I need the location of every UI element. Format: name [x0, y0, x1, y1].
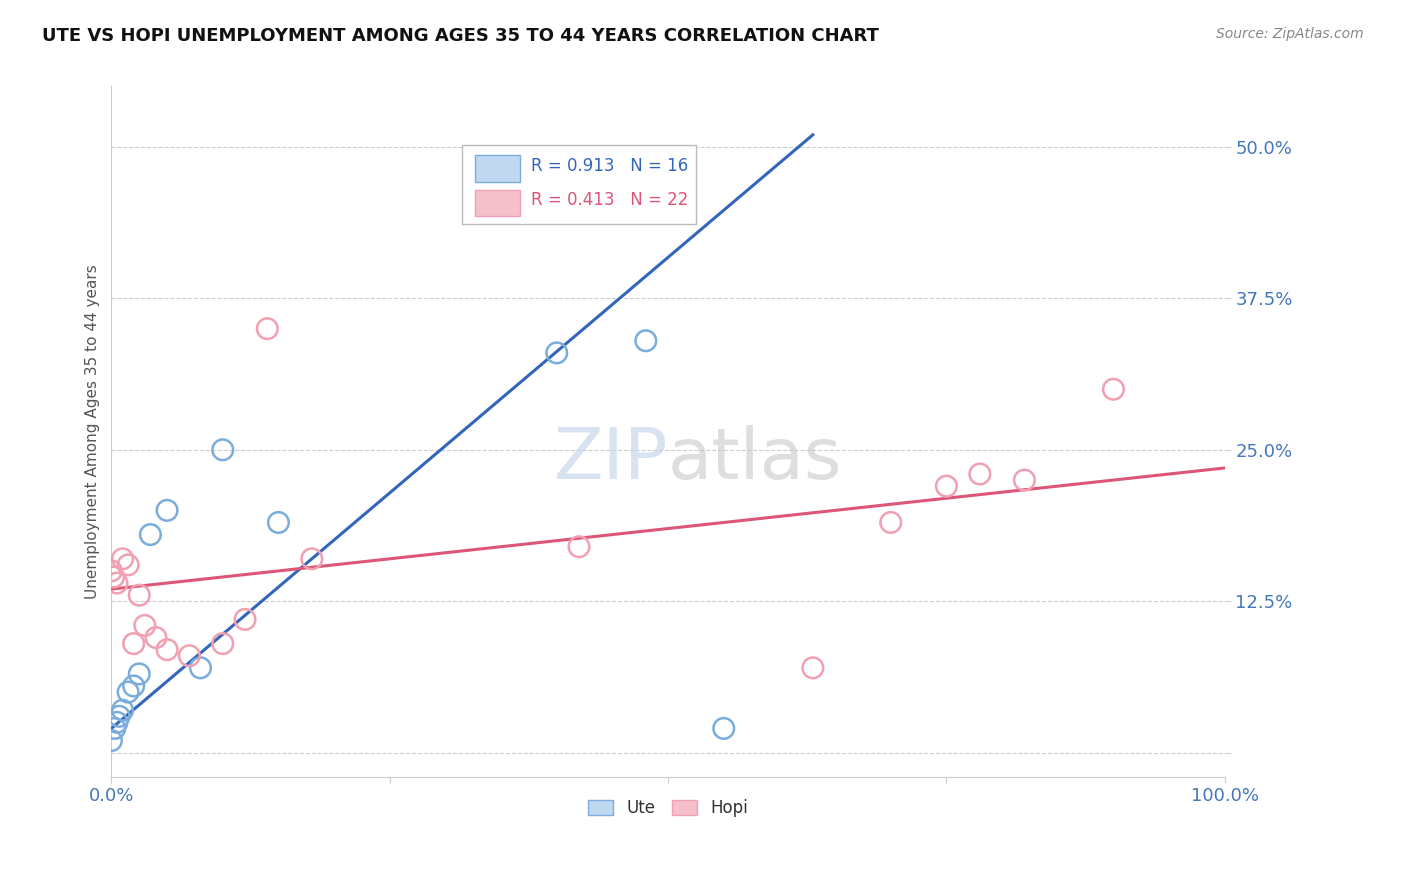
Point: [117, 685, 139, 699]
Point: [108, 709, 131, 723]
Point: [117, 558, 139, 572]
Point: [105, 715, 128, 730]
Point: [179, 648, 201, 663]
Point: [139, 527, 162, 541]
Point: [122, 637, 145, 651]
Point: [128, 666, 150, 681]
Point: [211, 637, 233, 651]
Legend: Ute, Hopi: Ute, Hopi: [582, 792, 755, 824]
Point: [111, 703, 134, 717]
Point: [233, 612, 256, 626]
Point: [111, 551, 134, 566]
Point: [211, 442, 233, 457]
Point: [801, 661, 824, 675]
Bar: [475, 190, 520, 216]
Point: [301, 551, 323, 566]
Text: atlas: atlas: [668, 425, 842, 494]
Point: [103, 570, 125, 584]
Point: [122, 679, 145, 693]
Point: [969, 467, 991, 481]
Point: [568, 540, 591, 554]
Text: R = 0.413   N = 22: R = 0.413 N = 22: [531, 191, 689, 210]
Text: UTE VS HOPI UNEMPLOYMENT AMONG AGES 35 TO 44 YEARS CORRELATION CHART: UTE VS HOPI UNEMPLOYMENT AMONG AGES 35 T…: [42, 27, 879, 45]
Point: [935, 479, 957, 493]
Bar: [475, 155, 520, 182]
FancyBboxPatch shape: [463, 145, 696, 225]
Point: [713, 722, 735, 736]
Point: [634, 334, 657, 348]
Point: [156, 503, 179, 517]
Text: ZIP: ZIP: [554, 425, 668, 494]
Text: R = 0.913   N = 16: R = 0.913 N = 16: [531, 157, 689, 175]
Point: [1014, 473, 1036, 487]
Point: [267, 516, 290, 530]
Point: [256, 321, 278, 335]
Point: [546, 346, 568, 360]
Point: [100, 733, 122, 747]
Point: [145, 631, 167, 645]
Point: [190, 661, 212, 675]
Y-axis label: Unemployment Among Ages 35 to 44 years: Unemployment Among Ages 35 to 44 years: [86, 264, 100, 599]
Point: [105, 576, 128, 591]
Point: [128, 588, 150, 602]
Point: [1102, 382, 1125, 396]
Point: [134, 618, 156, 632]
Point: [156, 642, 179, 657]
Point: [104, 722, 127, 736]
Text: Source: ZipAtlas.com: Source: ZipAtlas.com: [1216, 27, 1364, 41]
Point: [100, 564, 122, 578]
Point: [880, 516, 903, 530]
